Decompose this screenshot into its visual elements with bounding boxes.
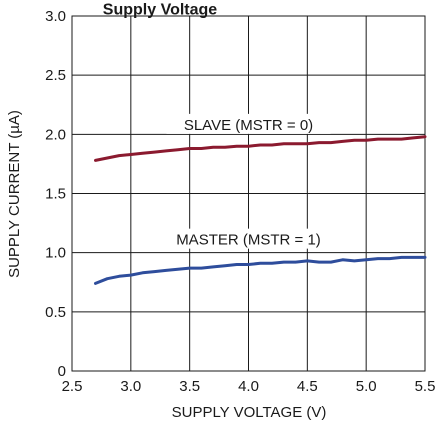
y-tick-label: 2.5 <box>45 67 66 84</box>
y-tick-label: 3.0 <box>45 8 66 25</box>
chart-title: Supply Voltage <box>103 1 217 18</box>
x-tick-label: 3.0 <box>120 378 141 395</box>
x-tick-label: 5.0 <box>356 378 377 395</box>
series-label-background <box>166 113 331 134</box>
y-tick-label: 0 <box>58 363 66 380</box>
y-tick-label: 1.5 <box>45 186 66 203</box>
series-label-slave: SLAVE (MSTR = 0) <box>184 117 313 134</box>
x-tick-label: 5.5 <box>415 378 436 395</box>
y-tick-label: 0.5 <box>45 304 66 321</box>
series-line-slave <box>94 135 427 162</box>
axis-ticks: 2.5 3.0 3.5 4.0 4.5 5.0 5.5 0 0.5 1.0 1.5 2.0 2.5 3.0 <box>45 8 435 395</box>
series-labels: SLAVE (MSTR = 0) MASTER (MSTR = 1) <box>166 113 331 249</box>
series-label-master: MASTER (MSTR = 1) <box>176 232 321 249</box>
x-tick-label: 4.5 <box>297 378 318 395</box>
y-tick-label: 1.0 <box>45 245 66 262</box>
y-axis-title: SUPPLY CURRENT (µA) <box>6 110 23 278</box>
plot-series <box>94 135 427 285</box>
x-tick-label: 3.5 <box>179 378 200 395</box>
y-tick-label: 2.0 <box>45 126 66 143</box>
series-line-master <box>94 255 427 285</box>
series-label-background <box>166 228 331 249</box>
x-tick-label: 4.0 <box>238 378 259 395</box>
x-tick-label: 2.5 <box>62 378 83 395</box>
plot-border <box>71 15 426 372</box>
x-axis-title: SUPPLY VOLTAGE (V) <box>172 404 327 421</box>
plot-grid <box>71 15 426 372</box>
